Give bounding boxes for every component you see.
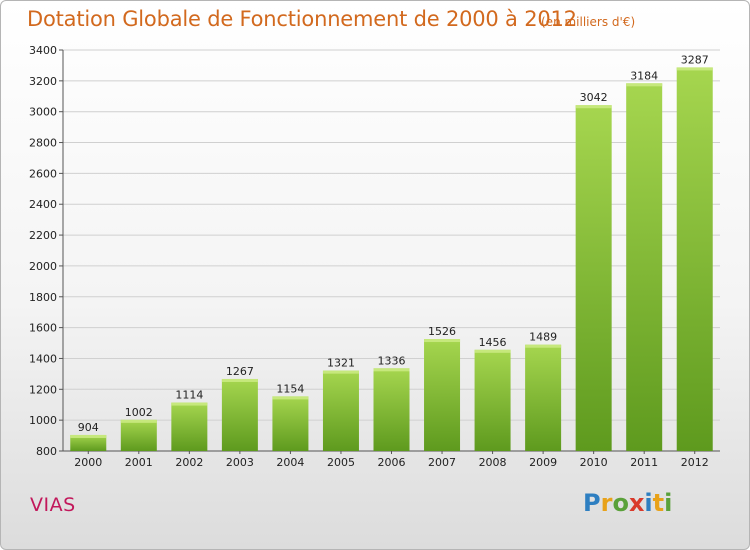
bar-highlight [221, 378, 258, 382]
data-label-2011: 3184 [630, 69, 658, 82]
x-tick-label: 2008 [479, 456, 507, 469]
data-label-2009: 1489 [529, 331, 557, 344]
y-tick-label: 1800 [29, 291, 57, 304]
y-tick-label: 2200 [29, 229, 57, 242]
x-tick-label: 2006 [378, 456, 406, 469]
bar-2005 [322, 370, 359, 451]
data-label-2001: 1002 [125, 406, 153, 419]
bar-2001 [120, 419, 157, 451]
x-tick-label: 2007 [428, 456, 456, 469]
y-tick-label: 2800 [29, 137, 57, 150]
bar-highlight [525, 344, 562, 348]
x-tick-label: 2004 [276, 456, 304, 469]
data-label-2006: 1336 [378, 354, 406, 367]
logo-letter: P [583, 489, 601, 517]
data-label-2012: 3287 [681, 53, 709, 66]
bar-2009 [525, 344, 562, 451]
y-tick-label: 2600 [29, 167, 57, 180]
bar-2002 [171, 402, 208, 451]
bar-2000 [70, 434, 107, 451]
y-tick-labels: 800 1000 1200 1400 1600 1800 2000 2200 2400 2600 2… [29, 44, 57, 458]
bar-2010 [575, 105, 612, 452]
logo-letter: r [600, 489, 613, 517]
x-tick-label: 2005 [327, 456, 355, 469]
x-tick-label: 2009 [529, 456, 557, 469]
x-tick-label: 2010 [580, 456, 608, 469]
bar-2007 [424, 339, 461, 451]
y-tick-label: 2400 [29, 198, 57, 211]
proxiti-logo[interactable]: Proxiti [583, 489, 672, 517]
bar-highlight [272, 396, 309, 400]
bar-highlight [424, 339, 461, 343]
x-tick-label: 2012 [681, 456, 709, 469]
bar-highlight [120, 419, 157, 423]
data-label-2007: 1526 [428, 325, 456, 338]
x-tick-label: 2002 [175, 456, 203, 469]
logo-letter: t [652, 489, 665, 517]
bar-highlight [474, 349, 511, 353]
x-tick-label: 2011 [630, 456, 658, 469]
data-label-2003: 1267 [226, 365, 254, 378]
bar-2003 [221, 378, 258, 451]
y-tick-label: 1000 [29, 414, 57, 427]
y-tick-label: 1600 [29, 322, 57, 335]
data-label-2005: 1321 [327, 357, 355, 370]
bar-highlight [575, 105, 612, 109]
bar-highlight [322, 370, 359, 374]
bar-highlight [373, 368, 410, 372]
bar-2006 [373, 368, 410, 451]
y-tick-label: 800 [36, 445, 57, 458]
logo-letter: x [628, 489, 645, 517]
bar-highlight [626, 83, 663, 87]
y-tick-label: 3000 [29, 106, 57, 119]
data-label-2008: 1456 [479, 336, 507, 349]
y-tick-label: 2000 [29, 260, 57, 273]
data-label-2002: 1114 [175, 389, 203, 402]
x-tick-labels: 2000 2001 2002 2003 2004 2005 2006 2007 2008 2009… [74, 456, 708, 469]
x-tick-label: 2003 [226, 456, 254, 469]
y-tick-label: 1400 [29, 352, 57, 365]
data-label-2004: 1154 [276, 382, 304, 395]
x-tick-label: 2001 [125, 456, 153, 469]
bar-highlight [171, 402, 208, 406]
data-label-2010: 3042 [580, 91, 608, 104]
bar-2011 [626, 83, 663, 451]
bar-highlight [70, 434, 107, 438]
bar-2004 [272, 396, 309, 451]
bar-highlight [676, 67, 713, 71]
y-tick-label: 3400 [29, 44, 57, 57]
logo-letter: i [664, 489, 673, 517]
bar-2012 [676, 67, 713, 452]
logo-letter: o [612, 489, 629, 517]
y-tick-label: 1200 [29, 383, 57, 396]
bars [70, 67, 713, 452]
data-label-2000: 904 [78, 421, 99, 434]
bar-2008 [474, 349, 511, 451]
data-labels: 904 1002 1114 1267 1154 1321 1336 1526 1456 1489 3… [78, 53, 709, 434]
chart-title: Dotation Globale de Fonctionnement de 20… [27, 7, 577, 31]
x-tick-label: 2000 [74, 456, 102, 469]
logo-letter: i [644, 489, 653, 517]
chart-subtitle: (en milliers d'€) [541, 15, 636, 29]
y-tick-label: 3200 [29, 75, 57, 88]
commune-name: VIAS [30, 494, 76, 516]
